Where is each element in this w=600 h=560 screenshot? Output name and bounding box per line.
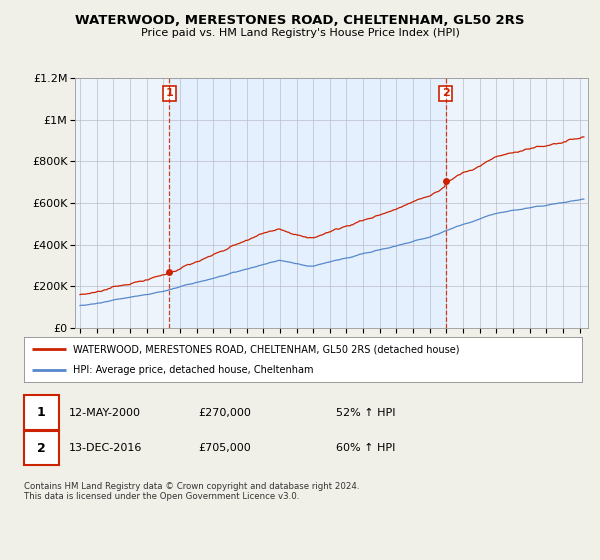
Text: 2: 2 bbox=[442, 88, 449, 99]
Bar bbox=[169, 78, 446, 328]
Text: Price paid vs. HM Land Registry's House Price Index (HPI): Price paid vs. HM Land Registry's House … bbox=[140, 28, 460, 38]
Text: £270,000: £270,000 bbox=[198, 408, 251, 418]
Text: 1: 1 bbox=[166, 88, 173, 99]
Text: 12-MAY-2000: 12-MAY-2000 bbox=[69, 408, 141, 418]
Text: WATERWOOD, MERESTONES ROAD, CHELTENHAM, GL50 2RS: WATERWOOD, MERESTONES ROAD, CHELTENHAM, … bbox=[75, 14, 525, 27]
Text: 2: 2 bbox=[37, 441, 46, 455]
Text: 1: 1 bbox=[37, 406, 46, 419]
Text: 13-DEC-2016: 13-DEC-2016 bbox=[69, 443, 142, 453]
Text: HPI: Average price, detached house, Cheltenham: HPI: Average price, detached house, Chel… bbox=[73, 365, 314, 375]
Text: £705,000: £705,000 bbox=[198, 443, 251, 453]
Text: WATERWOOD, MERESTONES ROAD, CHELTENHAM, GL50 2RS (detached house): WATERWOOD, MERESTONES ROAD, CHELTENHAM, … bbox=[73, 344, 460, 354]
Text: 52% ↑ HPI: 52% ↑ HPI bbox=[336, 408, 395, 418]
Text: Contains HM Land Registry data © Crown copyright and database right 2024.
This d: Contains HM Land Registry data © Crown c… bbox=[24, 482, 359, 501]
Text: 60% ↑ HPI: 60% ↑ HPI bbox=[336, 443, 395, 453]
